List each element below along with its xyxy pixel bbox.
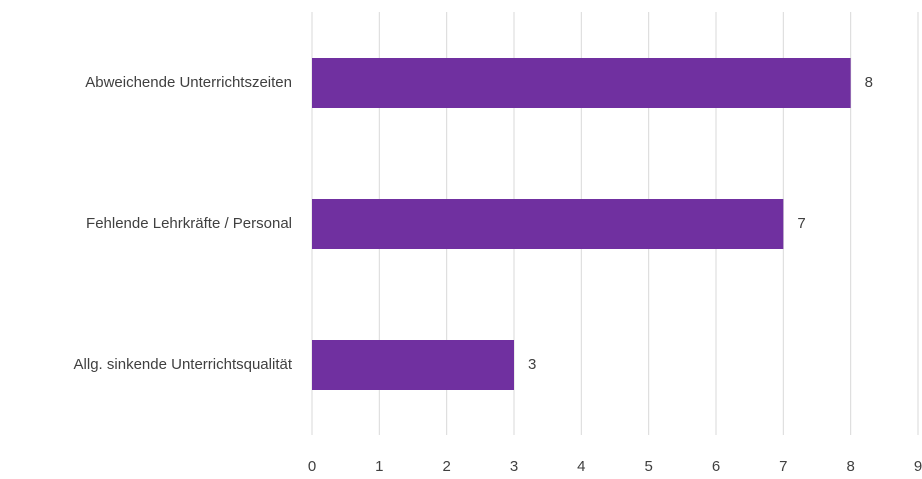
value-label: 3 [528,356,536,373]
x-tick-label: 9 [914,458,922,475]
x-tick-label: 1 [375,458,383,475]
value-label: 8 [865,74,873,91]
bar [312,58,851,108]
x-tick-label: 0 [308,458,316,475]
bar [312,340,514,390]
y-tick-label: Allg. sinkende Unterrichtsqualität [74,356,293,373]
x-tick-label: 8 [846,458,854,475]
x-tick-label: 7 [779,458,787,475]
x-tick-label: 2 [442,458,450,475]
x-tick-label: 4 [577,458,585,475]
x-tick-label: 6 [712,458,720,475]
bar [312,199,784,249]
x-tick-label: 3 [510,458,518,475]
x-tick-label: 5 [644,458,652,475]
y-tick-label: Fehlende Lehrkräfte / Personal [86,215,292,232]
y-tick-label: Abweichende Unterrichtszeiten [85,74,292,91]
value-label: 7 [797,215,805,232]
